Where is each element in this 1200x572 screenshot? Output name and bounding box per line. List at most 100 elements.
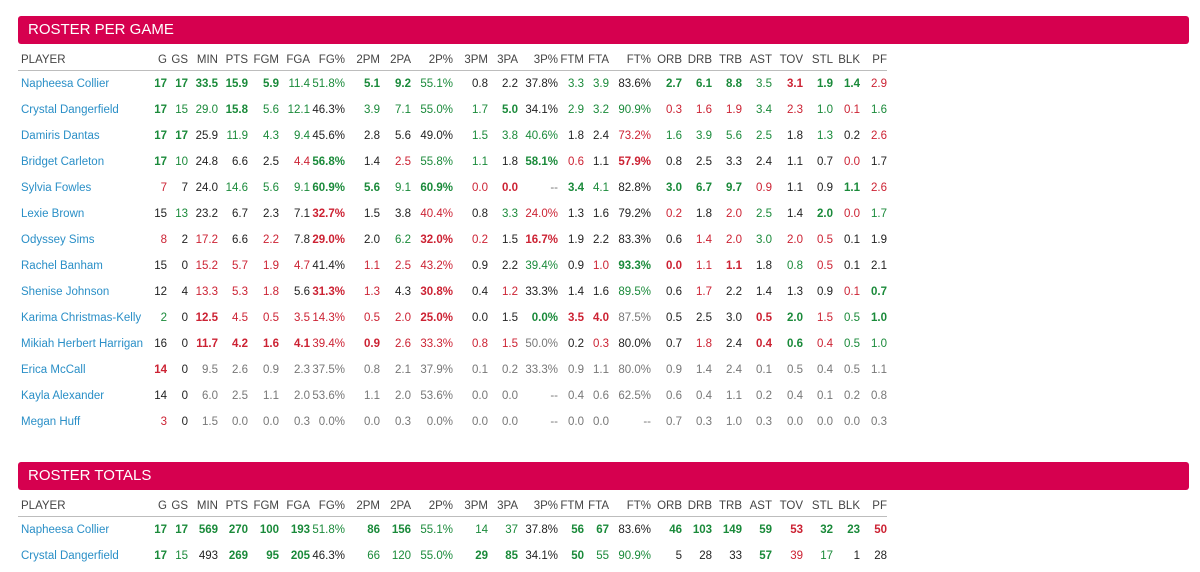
col-header-3p-pct[interactable]: 3P% — [518, 496, 558, 517]
col-header-orb[interactable]: ORB — [651, 50, 682, 71]
stat-cell-3pa: 3.3 — [502, 208, 518, 220]
col-header-fgm[interactable]: FGM — [248, 496, 279, 517]
player-link[interactable]: Sylvia Fowles — [21, 182, 92, 194]
col-header-blk[interactable]: BLK — [833, 50, 860, 71]
stat-cell-blk: 0.0 — [844, 156, 860, 168]
stat-cell-fgm: 5.9 — [263, 78, 279, 90]
table-row: Bridget Carleton 17 10 24.8 6.6 2.5 4.4 56.8% 1.… — [18, 149, 887, 175]
player-link[interactable]: Napheesa Collier — [21, 524, 110, 536]
player-link[interactable]: Damiris Dantas — [21, 130, 100, 142]
stat-cell-drb: 1.4 — [696, 364, 712, 376]
player-link[interactable]: Karima Christmas-Kelly — [21, 312, 142, 324]
header-row: PLAYER G GS MIN PTS FGM FGA FG% 2PM 2PA 2P% 3PM 3PA 3… — [18, 50, 887, 71]
stat-cell-fta: 0.6 — [593, 390, 609, 402]
stat-cell-3pm: 0.0 — [472, 416, 488, 428]
stat-cell-ft-pct: 73.2% — [618, 130, 651, 142]
stat-cell-3pa: 1.5 — [502, 234, 518, 246]
stat-cell-2pa: 156 — [391, 524, 411, 536]
col-header-fgm[interactable]: FGM — [248, 50, 279, 71]
col-header-player[interactable]: PLAYER — [18, 50, 146, 71]
player-link[interactable]: Mikiah Herbert Harrigan — [21, 338, 144, 350]
col-header-2pm[interactable]: 2PM — [345, 50, 380, 71]
col-header-g[interactable]: G — [146, 496, 167, 517]
col-header-trb[interactable]: TRB — [712, 50, 742, 71]
col-header-pts[interactable]: PTS — [218, 50, 248, 71]
col-header-3pa[interactable]: 3PA — [488, 50, 518, 71]
col-header-tov[interactable]: TOV — [772, 496, 803, 517]
col-header-player[interactable]: PLAYER — [18, 496, 146, 517]
stat-cell-stl: 0.5 — [817, 260, 833, 272]
stat-cell-tov: 0.0 — [787, 416, 803, 428]
col-header-pts[interactable]: PTS — [218, 496, 248, 517]
table-row: Rachel Banham 15 0 15.2 5.7 1.9 4.7 41.4% 1.1 2.5… — [18, 253, 887, 279]
table-row: Megan Huff 3 0 1.5 0.0 0.0 0.3 0.0% 0.0 0.3 0.0% 0.… — [18, 409, 887, 435]
stat-cell-pf: 28 — [874, 550, 887, 562]
col-header-2p-pct[interactable]: 2P% — [411, 496, 453, 517]
player-link[interactable]: Napheesa Collier — [21, 78, 110, 90]
col-header-blk[interactable]: BLK — [833, 496, 860, 517]
col-header-ast[interactable]: AST — [742, 50, 772, 71]
col-header-ftm[interactable]: FTM — [558, 50, 584, 71]
col-header-ast[interactable]: AST — [742, 496, 772, 517]
stat-cell-min: 15.2 — [195, 260, 218, 272]
col-header-2pm[interactable]: 2PM — [345, 496, 380, 517]
stat-cell-fga: 2.0 — [294, 390, 310, 402]
col-header-g[interactable]: G — [146, 50, 167, 71]
stat-cell-fg-pct: 37.5% — [312, 364, 345, 376]
player-link[interactable]: Megan Huff — [21, 416, 81, 428]
col-header-3pm[interactable]: 3PM — [453, 496, 488, 517]
stat-cell-2pm: 0.8 — [364, 364, 380, 376]
col-header-2p-pct[interactable]: 2P% — [411, 50, 453, 71]
player-link[interactable]: Rachel Banham — [21, 260, 103, 272]
col-header-fga[interactable]: FGA — [279, 50, 310, 71]
col-header-3p-pct[interactable]: 3P% — [518, 50, 558, 71]
col-header-2pa[interactable]: 2PA — [380, 496, 411, 517]
col-header-stl[interactable]: STL — [803, 496, 833, 517]
player-link[interactable]: Odyssey Sims — [21, 234, 95, 246]
stat-cell-2pm: 86 — [367, 524, 380, 536]
col-header-pf[interactable]: PF — [860, 50, 887, 71]
stat-cell-drb: 3.9 — [696, 130, 712, 142]
player-link[interactable]: Shenise Johnson — [21, 286, 110, 298]
stat-cell-fta: 1.0 — [593, 260, 609, 272]
player-link[interactable]: Bridget Carleton — [21, 156, 105, 168]
col-header-gs[interactable]: GS — [167, 50, 188, 71]
col-header-fg-pct[interactable]: FG% — [310, 50, 345, 71]
col-header-ftm[interactable]: FTM — [558, 496, 584, 517]
stat-cell-3pa: 0.0 — [502, 416, 518, 428]
stat-cell-orb: 0.7 — [666, 416, 682, 428]
player-link[interactable]: Lexie Brown — [21, 208, 85, 220]
col-header-3pm[interactable]: 3PM — [453, 50, 488, 71]
col-header-2pa[interactable]: 2PA — [380, 50, 411, 71]
player-link[interactable]: Kayla Alexander — [21, 390, 105, 402]
col-header-min[interactable]: MIN — [188, 496, 218, 517]
col-header-gs[interactable]: GS — [167, 496, 188, 517]
stat-cell-drb: 1.4 — [696, 234, 712, 246]
player-link[interactable]: Erica McCall — [21, 364, 86, 376]
stat-cell-pf: 50 — [874, 524, 887, 536]
col-header-ft-pct[interactable]: FT% — [609, 50, 651, 71]
col-header-fga[interactable]: FGA — [279, 496, 310, 517]
col-header-min[interactable]: MIN — [188, 50, 218, 71]
col-header-stl[interactable]: STL — [803, 50, 833, 71]
col-header-tov[interactable]: TOV — [772, 50, 803, 71]
stat-cell-fga: 205 — [290, 550, 310, 562]
col-header-orb[interactable]: ORB — [651, 496, 682, 517]
col-header-fg-pct[interactable]: FG% — [310, 496, 345, 517]
col-header-fta[interactable]: FTA — [584, 50, 609, 71]
stat-cell-ftm: 0.4 — [568, 390, 584, 402]
col-header-pf[interactable]: PF — [860, 496, 887, 517]
col-header-trb[interactable]: TRB — [712, 496, 742, 517]
col-header-drb[interactable]: DRB — [682, 496, 712, 517]
stat-cell-orb: 46 — [669, 524, 682, 536]
stat-cell-g: 14 — [154, 364, 167, 376]
stat-cell-tov: 0.8 — [787, 260, 803, 272]
player-link[interactable]: Crystal Dangerfield — [21, 550, 119, 562]
stat-cell-min: 29.0 — [195, 104, 218, 116]
col-header-fta[interactable]: FTA — [584, 496, 609, 517]
stat-cell-3p-pct: 0.0% — [531, 312, 558, 324]
col-header-ft-pct[interactable]: FT% — [609, 496, 651, 517]
player-link[interactable]: Crystal Dangerfield — [21, 104, 119, 116]
col-header-drb[interactable]: DRB — [682, 50, 712, 71]
col-header-3pa[interactable]: 3PA — [488, 496, 518, 517]
